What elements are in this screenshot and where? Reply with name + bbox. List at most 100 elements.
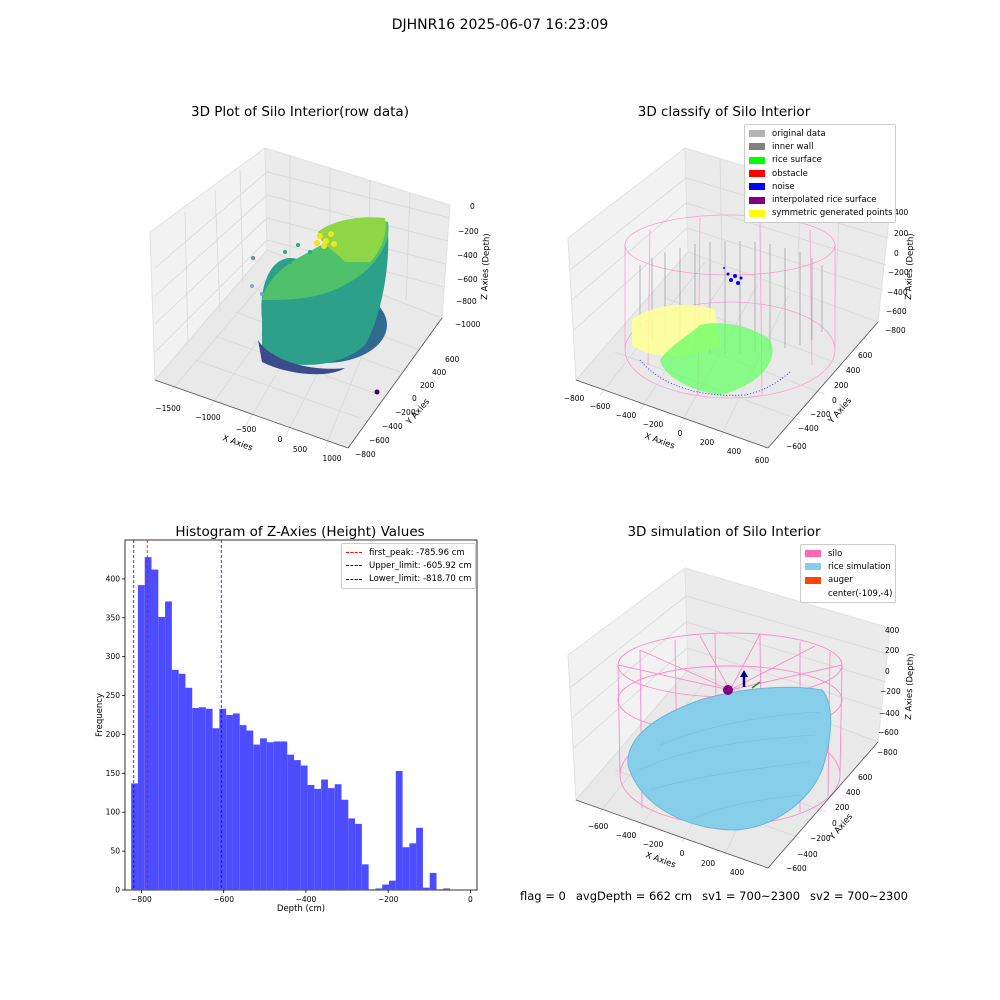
panel1-x-tick: −1500 [155,404,181,413]
panel4-y-tick: −200 [810,834,831,843]
panel2-x-tick: 600 [755,456,770,465]
legend-item-upper-limit: Upper_limit: -605.92 cm [342,559,475,572]
panel4-x-tick: −400 [616,831,637,840]
panel4-z-tick: −400 [879,709,900,718]
panel4-x-label: X Axies [644,850,677,870]
histogram-bar [307,785,315,890]
panel1-z-label: Z Axies (Depth) [480,233,492,300]
panel2-z-tick: 400 [894,208,909,217]
sv2-text: sv2 = 700~2300 [810,889,908,903]
legend-swatch [749,130,765,138]
panel2-y-tick: −400 [798,424,819,433]
histogram-bar [287,754,295,890]
panel2-x-tick: 200 [700,438,715,447]
histogram-x-tick-label: −600 [213,895,234,904]
histogram-y-tick-label: 100 [106,808,121,817]
panel1-yellow-cluster [314,231,337,249]
panel4-y-tick: 400 [846,788,861,797]
histogram-y-tick-label: 200 [106,730,121,739]
panel4-y-tick: 600 [858,773,873,782]
legend-swatch [749,196,765,204]
histogram-y-tick-label: 150 [106,769,121,778]
panel4-x-tick: 200 [701,859,716,868]
panel1-title: 3D Plot of Silo Interior(row data) [191,104,409,120]
legend-swatch [346,565,362,567]
histogram-bar [375,888,383,890]
legend-swatch [805,590,821,597]
panel2-x-tick: −800 [564,394,585,403]
legend-label: noise [772,181,795,192]
histogram-y-label: Frequency [95,693,105,737]
panel2-x-tick: −600 [590,402,611,411]
legend-label: rice surface [772,155,822,166]
histogram-bar [192,708,200,890]
legend-swatch [749,170,765,178]
histogram-bar [266,742,274,890]
histogram-bar [137,585,145,890]
histogram-bar [368,889,376,890]
legend-item-interpolated-rice-surface: interpolated rice surface [745,193,895,206]
histogram-bar [165,601,172,890]
panel1-z-tick: −200 [458,227,479,236]
histogram-bar [212,728,220,890]
status-footer: flag = 0 avgDepth = 662 cm sv1 = 700~2300 s… [520,889,918,903]
panel1-z-tick: −400 [457,251,478,260]
panel2-x-tick: −200 [643,420,664,429]
legend-item-silo: silo [801,547,895,560]
histogram-y-tick-label: 400 [106,574,121,583]
panel1-x-tick: −500 [236,425,257,434]
panel1-z-tick: −800 [456,297,477,306]
legend-item-center: center(-109,-4) [801,587,895,600]
avg-depth-text: avgDepth = 662 cm [575,889,693,903]
histogram-bar [294,760,301,890]
histogram-bar [199,707,206,890]
panel4-3d-axes: −600 −400 −200 0 200 400 −600 −400 −200 … [567,567,916,877]
sv1-text: sv1 = 700~2300 [702,889,801,903]
histogram-x-tick-label: −200 [378,895,399,904]
panel2-3d-axes: −800 −600 −400 −200 0 200 400 600 −600 −… [564,147,916,465]
histogram-x-tick-label: −400 [296,895,317,904]
panel2-y-tick: 600 [858,351,873,360]
legend-item-auger: auger [801,574,895,587]
panel2-y-tick: 0 [832,396,837,405]
legend-label: Lower_limit: -818.70 cm [369,574,472,585]
legend-label: first_peak: -785.96 cm [369,547,465,558]
panel4-y-tick: −600 [786,864,807,873]
legend-label: interpolated rice surface [772,195,877,206]
panel1-outlier-point [260,292,264,296]
flag-text: flag = 0 [520,889,566,903]
histogram-bar [151,569,159,890]
legend-item-inner-wall: inner wall [745,140,895,153]
legend-swatch [805,550,821,558]
panel4-rice-mesh [639,711,821,821]
histogram-bar [429,872,437,890]
panel2-z-tick: 0 [894,249,899,258]
histogram-bar [185,687,193,890]
panel2-title: 3D classify of Silo Interior [637,104,811,120]
panel4-z-tick: −200 [880,687,901,696]
histogram-bar [327,788,335,890]
panel4-y-tick: −400 [797,850,818,859]
panel1-rice-rim [318,217,386,262]
panel2-y-tick: −600 [786,442,807,451]
histogram-bar [232,713,240,890]
histogram-y-tick-label: 50 [110,847,120,856]
legend-swatch [749,209,765,217]
panel2-noise-cluster [723,267,743,285]
panel4-auger-arrowhead [740,670,748,677]
panel4-z-tick: 200 [885,646,900,655]
legend-item-lower-limit: Lower_limit: -818.70 cm [342,573,475,586]
panel4-x-tick: 400 [730,868,745,877]
panel2-inner-wall-points [639,241,823,354]
legend-item-first-peak: first_peak: -785.96 cm [342,546,475,559]
histogram-x-label: Depth (cm) [277,904,325,914]
panel1-scatter-outliers [274,243,312,272]
panel2-z-tick: −200 [888,268,909,277]
histogram-x-tick-label: −800 [131,895,152,904]
legend-item-obstacle: obstacle [745,167,895,180]
panel4-z-label: Z Axies (Depth) [904,653,916,720]
histogram-bar [409,843,417,890]
legend-item-original-data: original data [745,127,895,140]
histogram-bar [389,880,396,890]
panel1-rice-bottom [258,340,345,375]
